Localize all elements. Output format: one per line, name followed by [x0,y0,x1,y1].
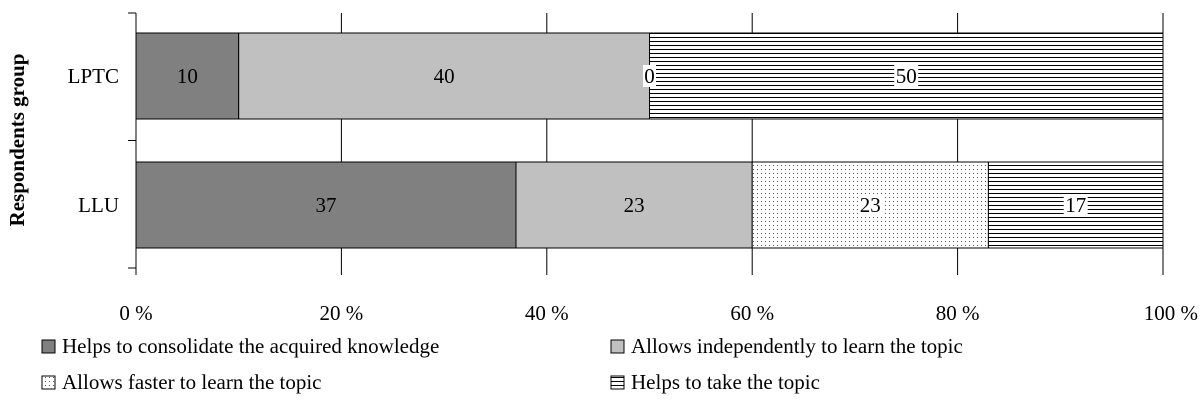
value-label: 37 [315,193,336,217]
legend-swatch [41,339,56,354]
legend-swatch [41,375,56,390]
x-tick-label: 20 % [320,301,364,325]
bars [135,32,1164,249]
legend-label: Allows faster to learn the topic [62,370,322,394]
axes: 0 % 20 % 40 % 60 % 80 % 100 % LPTC LLU [68,12,1198,325]
legend-label: Helps to take the topic [631,370,820,394]
x-tick-label: 100 % [1144,301,1198,325]
value-label: 50 [896,64,917,88]
legend-swatch [610,339,625,354]
value-labels: 10 40 0 50 37 23 23 17 [177,64,1088,217]
legend-swatch [610,375,625,390]
x-tick-label: 40 % [525,301,569,325]
value-label-bg [1063,194,1088,216]
value-label-bg [858,194,883,216]
x-tick-label: 80 % [936,301,980,325]
value-label: 10 [177,64,198,88]
value-label-bg [894,65,919,87]
bar-segment [238,32,650,120]
value-label: 17 [1065,193,1086,217]
y-axis-title: Respondents group [5,54,29,227]
bar-segment [515,161,753,249]
x-tick-label: 60 % [730,301,774,325]
value-label: 40 [434,64,455,88]
category-label: LPTC [68,64,119,88]
category-label: LLU [78,193,119,217]
value-label: 0 [644,64,655,88]
legend-label: Allows independently to learn the topic [631,334,963,358]
value-label-bg [643,65,656,87]
bar-segment [135,161,517,249]
legend-label: Helps to consolidate the acquired knowle… [62,334,439,358]
x-tick-label: 0 % [119,301,152,325]
bar-segment [135,32,240,120]
legend: Helps to consolidate the acquired knowle… [41,334,963,394]
value-label: 23 [624,193,645,217]
value-label: 23 [860,193,881,217]
